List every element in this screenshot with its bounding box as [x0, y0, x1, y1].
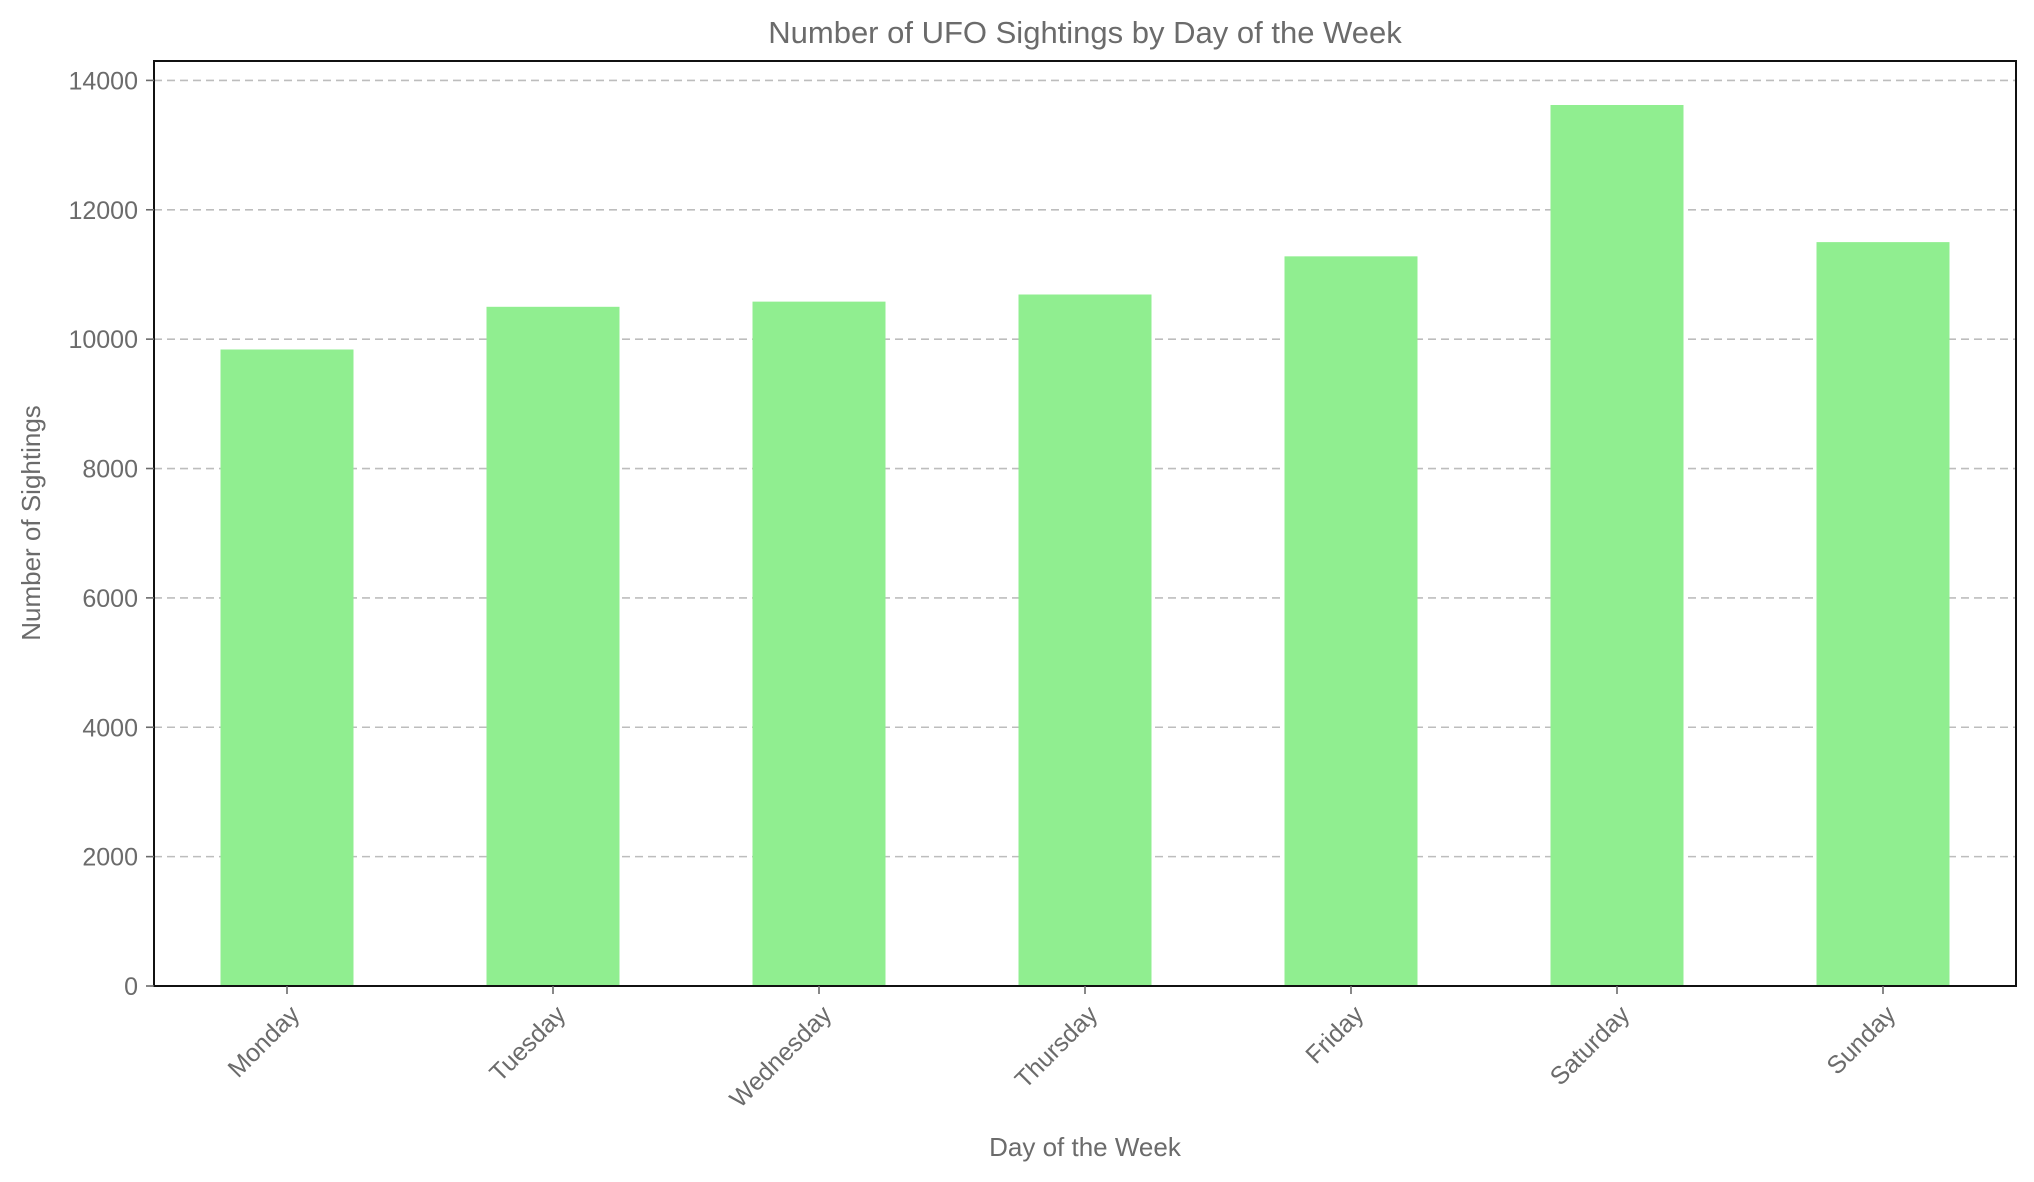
y-tick-label: 14000: [68, 67, 138, 95]
y-tick-label: 10000: [68, 326, 138, 354]
y-tick-label: 2000: [82, 844, 138, 872]
bar-tuesday: [486, 306, 620, 986]
x-tick-label: Sunday: [1821, 1000, 1901, 1080]
x-tick-label: Friday: [1300, 1000, 1369, 1069]
y-axis-ticks: 0 2000 4000 6000 8000 10000 12000 14000: [68, 67, 154, 1001]
y-tick-label: 6000: [82, 585, 138, 613]
bars: [220, 104, 1950, 987]
x-tick-label: Saturday: [1545, 1000, 1636, 1091]
bar-saturday: [1550, 104, 1684, 986]
bar-sunday: [1816, 242, 1950, 986]
x-axis-label: Day of the Week: [989, 1132, 1182, 1162]
bar-wednesday: [752, 301, 886, 986]
x-axis-ticks: Monday Tuesday Wednesday Thursday Friday Satu…: [223, 986, 1902, 1113]
x-tick-label: Wednesday: [724, 1000, 837, 1113]
y-tick-label: 12000: [68, 197, 138, 225]
y-tick-label: 0: [124, 973, 138, 1001]
y-tick-label: 4000: [82, 714, 138, 742]
x-tick-label: Monday: [223, 1000, 306, 1083]
chart-title: Number of UFO Sightings by Day of the We…: [768, 15, 1402, 50]
y-axis-label: Number of Sightings: [16, 405, 46, 641]
bar-monday: [220, 349, 354, 987]
bar-thursday: [1018, 294, 1152, 986]
x-tick-label: Thursday: [1010, 1000, 1104, 1094]
y-tick-label: 8000: [82, 456, 138, 484]
x-tick-label: Tuesday: [484, 1000, 571, 1087]
bar-friday: [1284, 256, 1418, 987]
